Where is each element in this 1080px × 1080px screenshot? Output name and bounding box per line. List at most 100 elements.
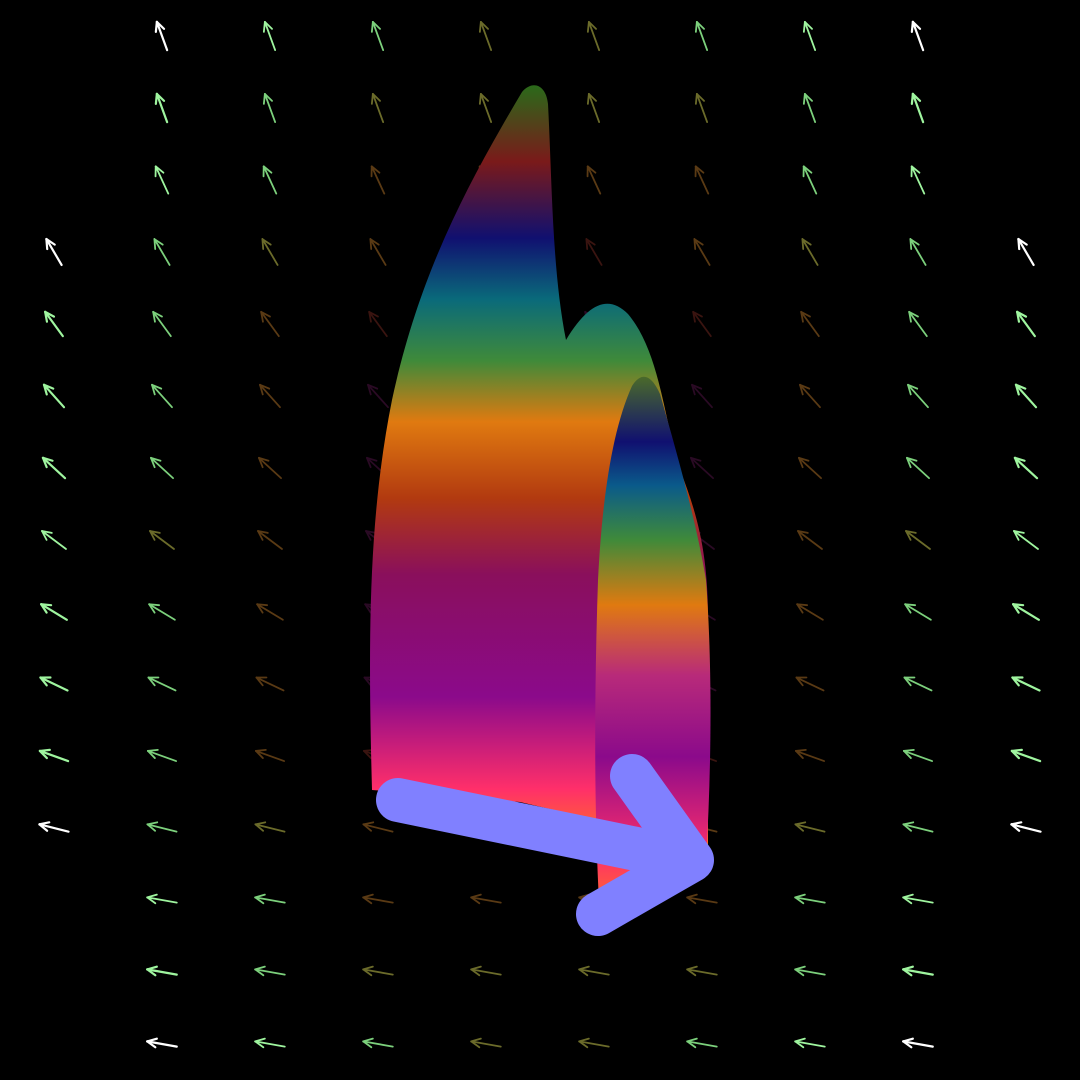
field-arrow-icon	[906, 456, 930, 480]
field-arrow-icon	[254, 748, 286, 762]
field-arrow-icon	[260, 310, 280, 338]
field-arrow-icon	[151, 383, 173, 409]
field-arrow-icon	[1012, 603, 1040, 621]
field-arrow-icon	[262, 21, 277, 51]
field-arrow-icon	[146, 748, 178, 762]
field-arrow-icon	[909, 238, 927, 266]
field-arrow-icon	[38, 821, 70, 833]
field-arrow-icon	[146, 1037, 178, 1049]
field-arrow-icon	[694, 165, 710, 195]
field-arrow-icon	[794, 893, 826, 905]
field-arrow-icon	[905, 530, 931, 550]
field-arrow-icon	[42, 383, 66, 409]
field-arrow-icon	[802, 165, 818, 195]
field-arrow-icon	[586, 165, 602, 195]
field-arrow-icon	[262, 165, 278, 195]
field-arrow-icon	[258, 456, 282, 480]
field-arrow-icon	[254, 821, 286, 833]
field-arrow-icon	[369, 238, 387, 266]
field-arrow-icon	[691, 383, 713, 409]
field-arrow-icon	[150, 456, 174, 480]
field-arrow-icon	[254, 965, 286, 977]
field-arrow-icon	[586, 93, 601, 123]
field-arrow-icon	[694, 21, 709, 51]
field-arrow-icon	[478, 21, 493, 51]
field-arrow-icon	[1011, 676, 1041, 692]
field-arrow-icon	[362, 965, 394, 977]
field-arrow-icon	[370, 21, 385, 51]
field-arrow-icon	[470, 1037, 502, 1049]
field-arrow-icon	[154, 92, 169, 124]
field-arrow-icon	[1010, 821, 1042, 833]
field-arrow-icon	[255, 676, 285, 692]
field-arrow-icon	[802, 21, 817, 51]
field-arrow-icon	[261, 238, 279, 266]
field-arrow-icon	[40, 603, 68, 621]
field-arrow-icon	[470, 965, 502, 977]
field-arrow-icon	[44, 310, 64, 338]
field-arrow-icon	[146, 821, 178, 833]
field-arrow-icon	[146, 965, 178, 977]
field-arrow-icon	[910, 20, 925, 52]
field-arrow-icon	[801, 238, 819, 266]
field-arrow-icon	[38, 748, 70, 763]
field-arrow-icon	[904, 603, 932, 621]
field-arrow-icon	[796, 603, 824, 621]
field-arrow-icon	[256, 603, 284, 621]
field-arrow-icon	[45, 237, 63, 267]
field-arrow-icon	[910, 92, 925, 124]
field-arrow-icon	[1016, 310, 1036, 338]
field-arrow-icon	[39, 676, 69, 692]
field-arrow-icon	[686, 1037, 718, 1049]
arrow-right-icon	[376, 754, 714, 936]
field-arrow-icon	[1017, 237, 1035, 267]
field-arrow-icon	[154, 20, 169, 52]
field-arrow-icon	[262, 93, 277, 123]
field-arrow-icon	[147, 676, 177, 692]
field-arrow-icon	[907, 383, 929, 409]
field-arrow-icon	[902, 965, 934, 977]
field-arrow-icon	[254, 893, 286, 905]
field-arrow-icon	[795, 676, 825, 692]
field-arrow-icon	[41, 530, 67, 550]
field-arrow-icon	[800, 310, 820, 338]
field-arrow-icon	[798, 456, 822, 480]
field-arrow-icon	[802, 93, 817, 123]
field-arrow-icon	[903, 676, 933, 692]
field-arrow-icon	[794, 748, 826, 762]
field-arrow-icon	[686, 893, 718, 905]
field-arrow-icon	[908, 310, 928, 338]
field-arrow-icon	[586, 21, 601, 51]
field-arrow-icon	[693, 238, 711, 266]
field-arrow-icon	[148, 603, 176, 621]
field-arrow-icon	[902, 821, 934, 833]
field-arrow-icon	[154, 165, 170, 195]
field-arrow-icon	[578, 1037, 610, 1049]
field-arrow-icon	[794, 821, 826, 833]
field-arrow-icon	[578, 965, 610, 977]
field-arrow-icon	[799, 383, 821, 409]
field-arrow-icon	[362, 893, 394, 905]
field-arrow-icon	[370, 93, 385, 123]
field-arrow-icon	[146, 893, 178, 905]
field-arrow-icon	[1010, 748, 1042, 763]
field-arrow-icon	[794, 1037, 826, 1049]
field-arrow-icon	[370, 165, 386, 195]
field-arrow-icon	[362, 821, 394, 833]
field-arrow-icon	[470, 893, 502, 905]
field-arrow-icon	[478, 93, 493, 123]
field-arrow-icon	[686, 965, 718, 977]
field-arrow-icon	[259, 383, 281, 409]
field-arrow-icon	[1014, 383, 1038, 409]
field-arrow-icon	[797, 530, 823, 550]
field-arrow-icon	[1013, 530, 1039, 550]
field-arrow-icon	[367, 383, 389, 409]
field-arrow-icon	[1013, 456, 1039, 480]
field-arrow-icon	[902, 1037, 934, 1049]
field-arrow-icon	[152, 310, 172, 338]
field-arrow-icon	[368, 310, 388, 338]
field-arrow-icon	[902, 748, 934, 762]
field-arrow-icon	[690, 456, 714, 480]
field-arrow-icon	[794, 965, 826, 977]
